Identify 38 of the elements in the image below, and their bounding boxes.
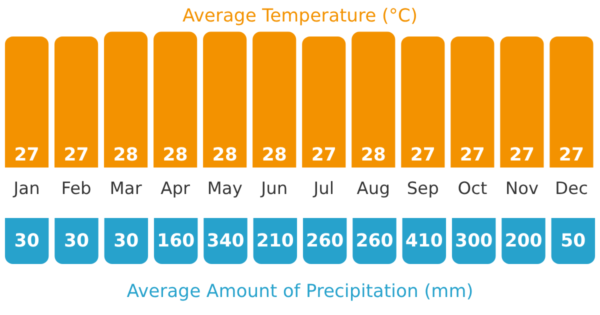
data-label: 27 [311,144,336,166]
x-tick-label: Oct [458,179,488,200]
chart-title: Average Temperature (°C) [182,5,418,26]
data-label: 30 [114,230,139,252]
data-label: 160 [157,230,195,252]
data-label: 27 [64,144,89,166]
data-label: 28 [262,144,287,166]
data-label: 27 [14,144,40,166]
data-label: 27 [509,144,534,166]
x-tick-label: Sep [406,179,439,200]
data-label: 210 [256,230,294,252]
x-tick-label: Aug [356,179,390,200]
x-tick-label: Feb [61,179,92,200]
data-label: 27 [460,144,485,166]
x-tick-label: Dec [555,179,588,200]
data-label: 30 [64,230,90,252]
x-tick-label: Apr [160,179,190,200]
x-tick-label: Jan [12,179,40,200]
data-label: 30 [14,230,40,252]
data-label: 260 [306,230,344,252]
data-label: 28 [162,144,188,166]
text: Average Amount of Precipitation (mm) [126,280,474,302]
x-tick-label: Jul [312,179,334,200]
data-label: 260 [356,230,394,252]
data-label: 50 [560,230,586,252]
data-label: 27 [410,144,436,166]
x-tick-label: Jun [260,179,288,200]
data-label: 410 [405,230,443,252]
x-tick-label: May [207,179,242,200]
data-label: 300 [455,230,493,252]
data-label: 340 [206,230,244,252]
data-label: 27 [558,144,584,166]
data-label: 28 [360,144,386,166]
data-label: 200 [504,230,542,252]
data-label: 28 [113,144,138,166]
x-tick-label: Nov [505,179,539,200]
data-label: 28 [212,144,238,166]
x-tick-label: Mar [110,179,142,200]
